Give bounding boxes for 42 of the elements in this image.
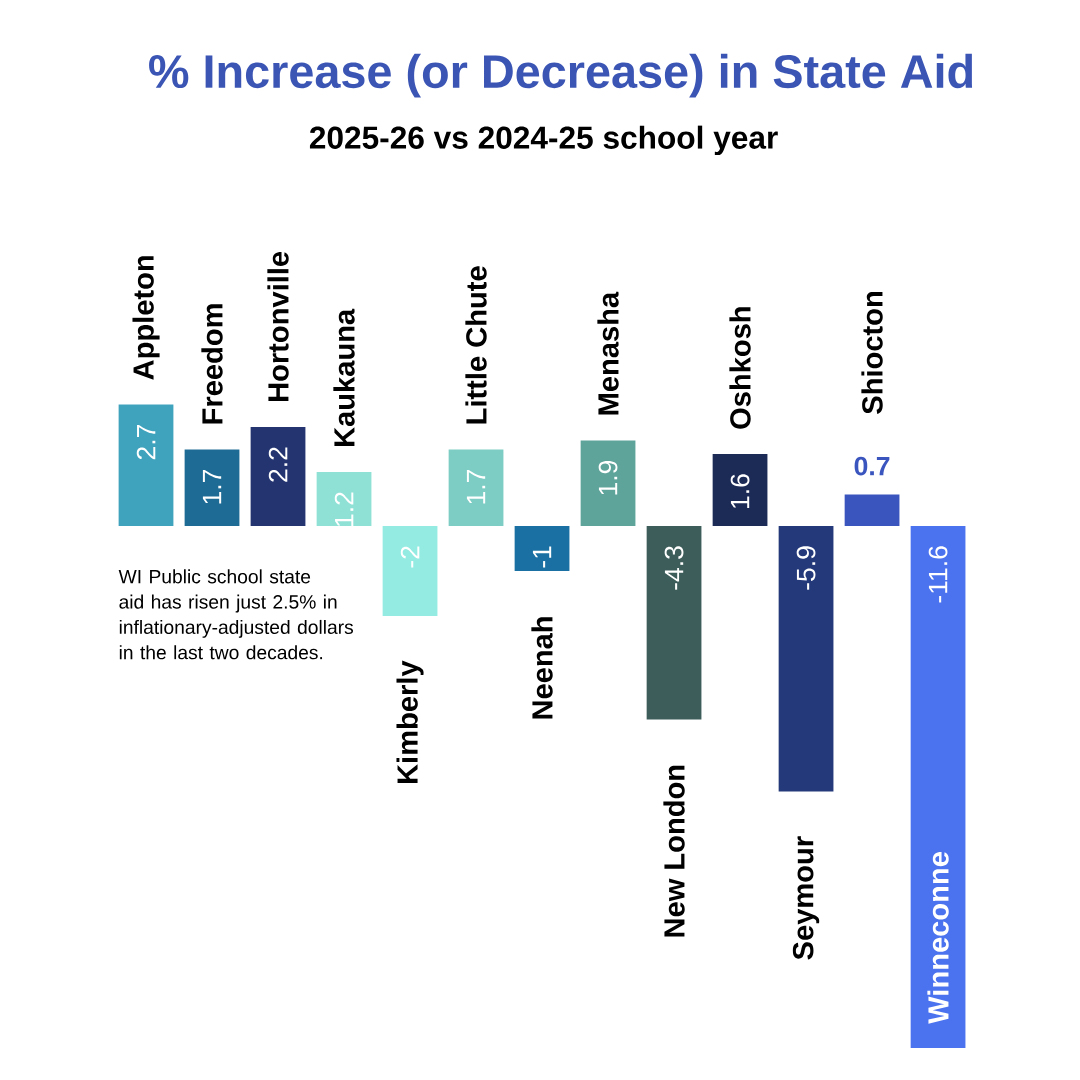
- x-tick-label: New London: [663, 765, 685, 937]
- x-tick-label: Seymour: [792, 836, 820, 960]
- annotation: WI Public school state aid has risen just 2.5% in inflationary-adjusted dollars in the last two decades.: [118, 569, 354, 660]
- x-tick-label: Hortonville: [267, 251, 289, 401]
- x-tick-label: Little Chute: [465, 266, 487, 424]
- chart-title: % Increase (or Decrease) in State Aid: [149, 53, 973, 98]
- data-label: -4.3: [664, 546, 684, 590]
- bar: [646, 526, 702, 720]
- x-tick-label: Appleton: [132, 256, 160, 380]
- bar: [514, 526, 570, 572]
- bar: [712, 454, 768, 527]
- x-tick-label: Kimberly: [396, 660, 424, 783]
- x-tick-label: Neenah: [531, 617, 553, 719]
- bar: [118, 404, 174, 527]
- data-label: 1.2: [334, 492, 354, 526]
- data-label: 1.7: [202, 469, 222, 504]
- data-label: -5.9: [796, 546, 816, 590]
- data-label: 2.7: [136, 424, 156, 460]
- bar: [448, 449, 504, 527]
- bar: [382, 526, 438, 617]
- data-label: 2.2: [268, 447, 288, 482]
- x-tick-label: Winneconne: [927, 852, 949, 1024]
- data-label: 1.6: [730, 474, 750, 508]
- data-label: 0.7: [854, 456, 890, 476]
- chart-subtitle: 2025-26 vs 2024-25 school year: [309, 125, 778, 156]
- data-label: -1: [532, 546, 552, 568]
- bar: [844, 494, 900, 527]
- x-tick-label: Freedom: [201, 304, 223, 424]
- x-tick-label: Oshkosh: [729, 307, 751, 429]
- x-tick-label: Kaukauna: [333, 308, 355, 446]
- bar: [910, 526, 966, 1049]
- bar: [778, 526, 834, 792]
- data-label: -11.6: [928, 546, 948, 603]
- bar: [250, 427, 306, 527]
- bar: [316, 472, 372, 527]
- x-tick-label: Menasha: [597, 291, 619, 415]
- bar: [184, 449, 240, 527]
- data-label: 1.7: [466, 469, 486, 504]
- data-label: -2: [400, 546, 420, 568]
- data-label: 1.9: [598, 460, 618, 495]
- x-tick-label: Shiocton: [861, 292, 883, 414]
- bar: [580, 440, 636, 527]
